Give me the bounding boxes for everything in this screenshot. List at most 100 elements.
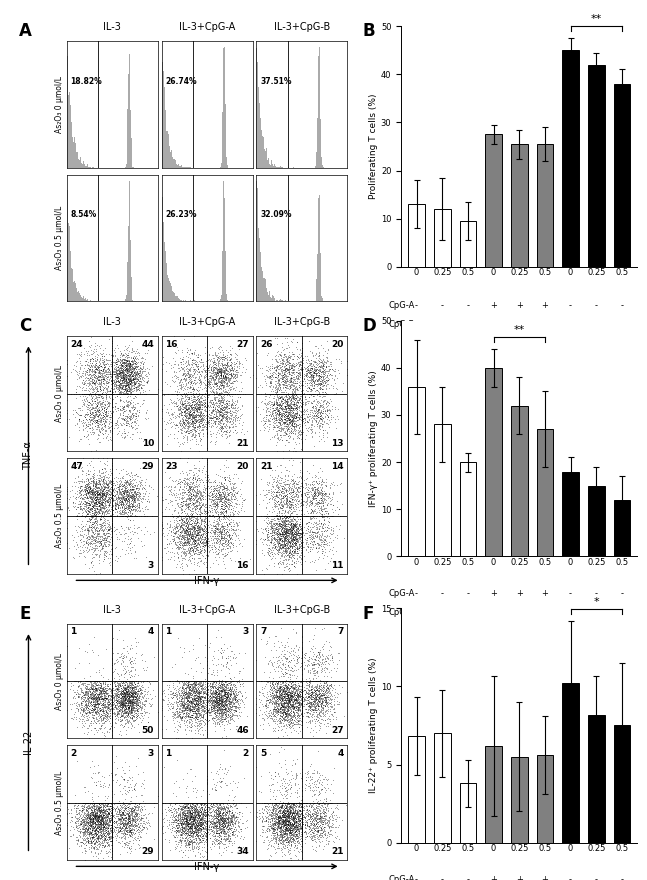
- Point: [107, 480, 117, 494]
- Point: [71, 819, 81, 833]
- Point: [273, 634, 283, 648]
- Point: [213, 686, 223, 700]
- Point: [115, 797, 126, 811]
- Point: [77, 835, 87, 849]
- Point: [322, 415, 333, 429]
- Point: [297, 407, 307, 422]
- Point: [117, 353, 127, 367]
- Point: [105, 422, 116, 436]
- Point: [294, 539, 305, 554]
- Point: [324, 509, 334, 523]
- Point: [85, 692, 96, 706]
- Point: [199, 413, 210, 427]
- Point: [93, 808, 103, 822]
- Point: [104, 387, 114, 401]
- Point: [116, 488, 126, 502]
- Point: [104, 818, 115, 832]
- Point: [87, 351, 98, 365]
- Point: [202, 674, 212, 688]
- Point: [279, 824, 289, 838]
- Point: [305, 683, 316, 697]
- Point: [175, 689, 185, 703]
- Point: [94, 492, 105, 506]
- Point: [225, 682, 236, 696]
- Point: [107, 377, 117, 391]
- Point: [178, 796, 188, 810]
- Point: [281, 364, 291, 378]
- Point: [316, 373, 327, 387]
- Point: [96, 533, 106, 547]
- Point: [171, 526, 182, 540]
- Point: [197, 833, 208, 847]
- Point: [177, 808, 188, 822]
- Point: [184, 674, 194, 688]
- Point: [117, 713, 127, 727]
- Point: [297, 712, 307, 726]
- Point: [284, 700, 294, 714]
- Point: [202, 534, 212, 548]
- Point: [81, 693, 91, 707]
- Point: [116, 796, 126, 810]
- Point: [95, 800, 105, 814]
- Point: [175, 538, 186, 552]
- Point: [210, 697, 221, 711]
- Point: [90, 691, 100, 705]
- Point: [283, 778, 293, 792]
- Point: [86, 529, 96, 543]
- Point: [334, 523, 344, 537]
- Point: [195, 697, 205, 711]
- Point: [107, 796, 117, 810]
- Point: [125, 405, 135, 419]
- Point: [279, 367, 289, 381]
- Point: [107, 388, 117, 402]
- Point: [314, 473, 325, 488]
- Point: [271, 407, 281, 421]
- Point: [128, 350, 138, 364]
- Point: [84, 810, 94, 824]
- Point: [278, 555, 288, 569]
- Point: [286, 689, 296, 703]
- Point: [265, 387, 275, 401]
- Point: [193, 674, 203, 688]
- Point: [290, 686, 300, 700]
- Point: [80, 823, 91, 837]
- Point: [114, 386, 124, 400]
- Point: [93, 800, 103, 814]
- Point: [202, 495, 212, 510]
- Point: [102, 830, 113, 844]
- Point: [263, 825, 274, 839]
- Point: [287, 519, 298, 533]
- Point: [90, 681, 100, 695]
- Point: [291, 778, 301, 792]
- Point: [80, 674, 90, 688]
- Point: [100, 497, 110, 511]
- Point: [107, 819, 117, 833]
- Text: +: +: [619, 608, 626, 617]
- Point: [276, 702, 287, 716]
- Point: [276, 413, 286, 427]
- Point: [214, 534, 225, 548]
- Point: [202, 418, 212, 432]
- Point: [107, 814, 117, 828]
- Point: [297, 538, 307, 552]
- Point: [225, 821, 235, 835]
- Point: [105, 830, 116, 844]
- Point: [203, 361, 214, 375]
- Point: [114, 680, 124, 694]
- Point: [182, 490, 192, 504]
- Point: [296, 521, 306, 535]
- Point: [211, 824, 221, 838]
- Point: [205, 692, 215, 706]
- Point: [104, 827, 114, 841]
- Point: [297, 796, 307, 810]
- Point: [130, 488, 140, 502]
- Point: [212, 815, 223, 829]
- Point: [115, 704, 125, 718]
- Point: [220, 370, 230, 384]
- Point: [320, 695, 330, 709]
- Point: [107, 690, 117, 704]
- Point: [90, 493, 100, 507]
- Point: [283, 842, 293, 856]
- Point: [293, 796, 303, 810]
- Point: [240, 685, 250, 699]
